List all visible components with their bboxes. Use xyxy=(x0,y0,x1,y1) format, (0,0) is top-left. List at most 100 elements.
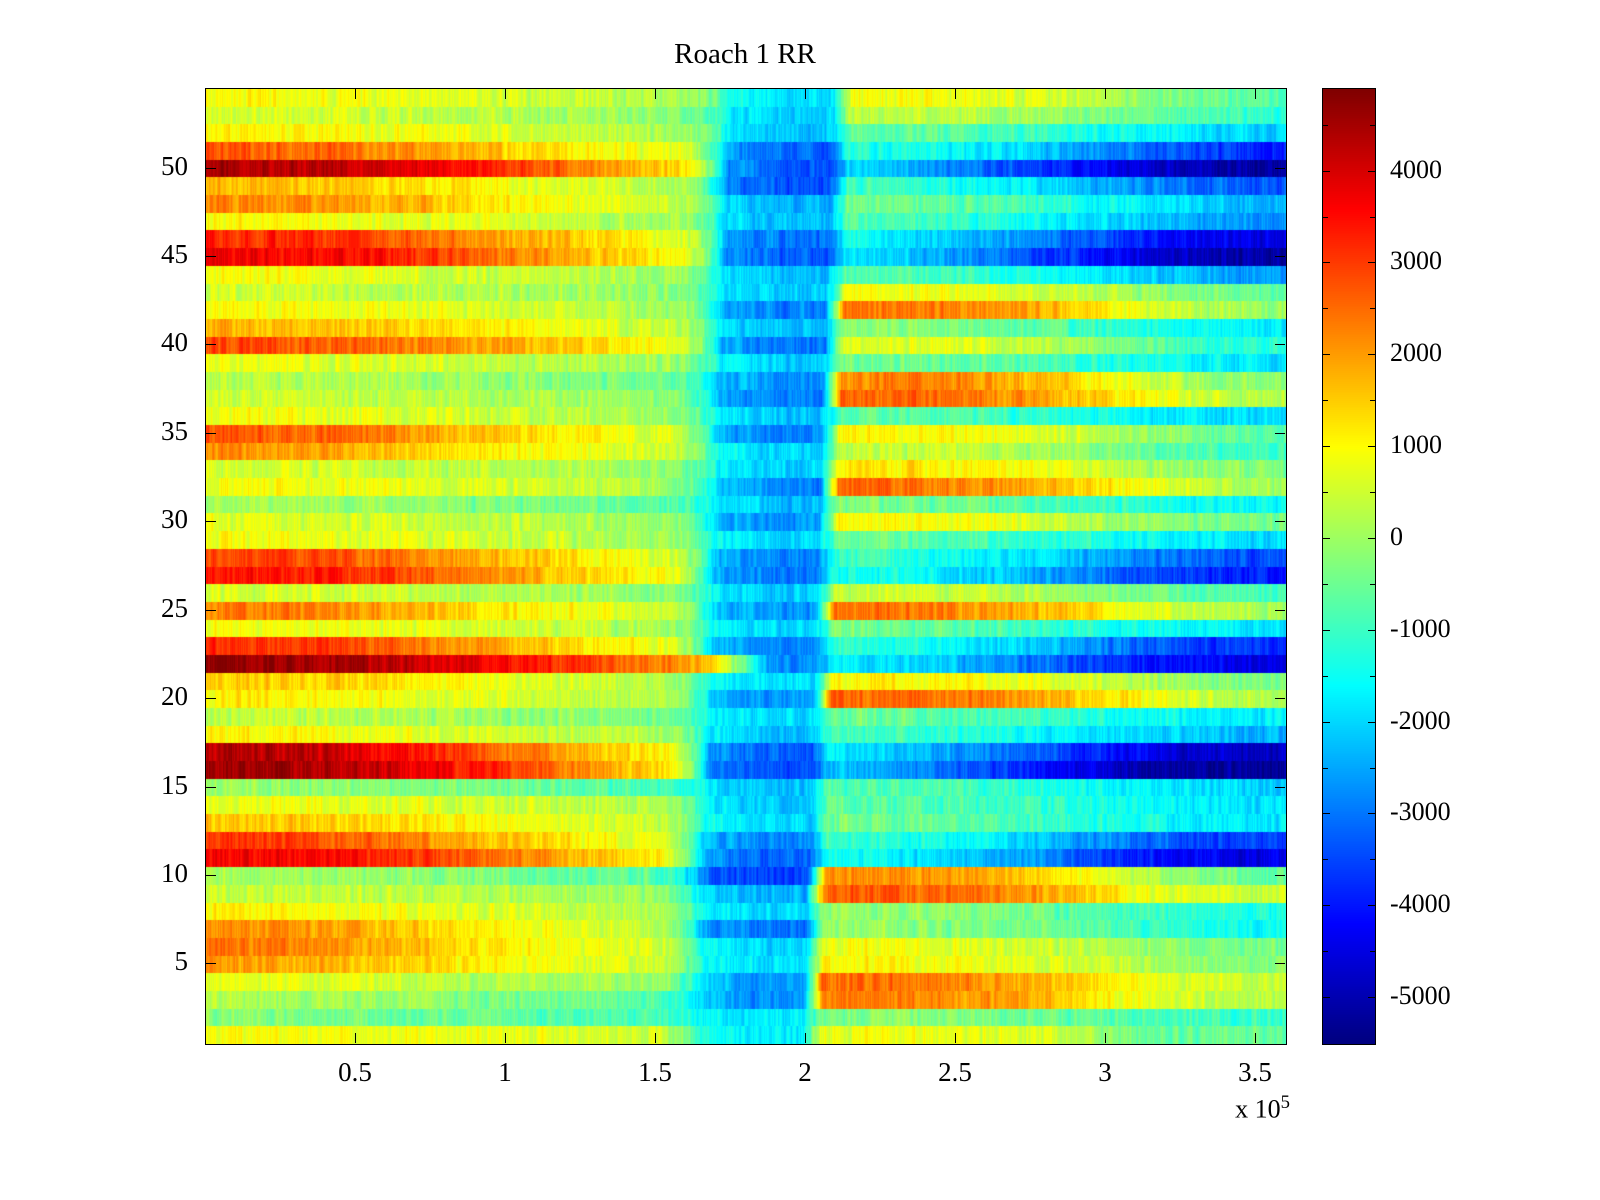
tick-mark xyxy=(1275,168,1285,169)
tick-mark xyxy=(1370,400,1375,401)
colorbar-canvas xyxy=(1323,89,1375,1044)
tick-mark xyxy=(206,168,216,169)
y-tick-label: 15 xyxy=(161,770,188,800)
colorbar-tick-label: -5000 xyxy=(1390,981,1451,1010)
tick-mark xyxy=(1275,698,1285,699)
tick-mark xyxy=(1275,433,1285,434)
tick-mark xyxy=(1368,354,1375,355)
tick-mark xyxy=(1368,446,1375,447)
x-axis-exponent-value: 5 xyxy=(1280,1092,1290,1113)
heatmap-plot-area xyxy=(205,88,1287,1045)
tick-mark xyxy=(1323,630,1330,631)
tick-mark xyxy=(355,1033,356,1043)
x-tick-label: 0.5 xyxy=(338,1057,372,1087)
x-tick-label: 3 xyxy=(1098,1057,1112,1087)
colorbar xyxy=(1322,88,1376,1045)
tick-mark xyxy=(1323,125,1328,126)
y-tick-label: 20 xyxy=(161,681,188,711)
y-tick-label: 25 xyxy=(161,593,188,623)
tick-mark xyxy=(1368,262,1375,263)
tick-mark xyxy=(1370,125,1375,126)
tick-mark xyxy=(1368,813,1375,814)
colorbar-tick-label: -4000 xyxy=(1390,889,1451,918)
tick-mark xyxy=(1370,308,1375,309)
x-tick-label: 1 xyxy=(498,1057,512,1087)
tick-mark xyxy=(1255,1033,1256,1043)
y-tick-label: 30 xyxy=(161,504,188,534)
tick-mark xyxy=(1323,308,1328,309)
tick-mark xyxy=(1275,521,1285,522)
tick-mark xyxy=(1323,905,1330,906)
tick-mark xyxy=(955,89,956,99)
tick-mark xyxy=(1323,722,1330,723)
tick-mark xyxy=(1368,905,1375,906)
tick-mark xyxy=(1275,875,1285,876)
y-tick-label: 10 xyxy=(161,858,188,888)
tick-mark xyxy=(206,433,216,434)
x-tick-label: 1.5 xyxy=(638,1057,672,1087)
tick-mark xyxy=(955,1033,956,1043)
x-tick-label: 2.5 xyxy=(938,1057,972,1087)
tick-mark xyxy=(1368,722,1375,723)
tick-mark xyxy=(1105,89,1106,99)
tick-mark xyxy=(1323,676,1328,677)
tick-mark xyxy=(1275,344,1285,345)
tick-mark xyxy=(1368,997,1375,998)
tick-mark xyxy=(1275,787,1285,788)
tick-mark xyxy=(206,610,216,611)
tick-mark xyxy=(505,1033,506,1043)
tick-mark xyxy=(1323,997,1330,998)
tick-mark xyxy=(805,1033,806,1043)
tick-mark xyxy=(1370,492,1375,493)
colorbar-tick-label: -3000 xyxy=(1390,797,1451,826)
colorbar-tick-label: -2000 xyxy=(1390,706,1451,735)
tick-mark xyxy=(505,89,506,99)
colorbar-tick-label: 2000 xyxy=(1390,338,1442,367)
tick-mark xyxy=(1323,262,1330,263)
tick-mark xyxy=(1370,217,1375,218)
tick-mark xyxy=(1368,538,1375,539)
tick-mark xyxy=(1368,630,1375,631)
tick-mark xyxy=(1370,584,1375,585)
tick-mark xyxy=(1323,217,1328,218)
y-tick-label: 5 xyxy=(174,946,189,976)
tick-mark xyxy=(1323,538,1330,539)
x-axis-exponent-label: x 105 xyxy=(1140,1092,1290,1125)
tick-mark xyxy=(206,787,216,788)
tick-mark xyxy=(1105,1033,1106,1043)
chart-title: Roach 1 RR xyxy=(674,38,816,70)
tick-mark xyxy=(1370,951,1375,952)
tick-mark xyxy=(1323,354,1330,355)
tick-mark xyxy=(206,963,216,964)
tick-mark xyxy=(1323,446,1330,447)
x-tick-label: 3.5 xyxy=(1238,1057,1272,1087)
tick-mark xyxy=(1323,951,1328,952)
tick-mark xyxy=(1323,492,1328,493)
tick-mark xyxy=(206,256,216,257)
y-tick-label: 40 xyxy=(161,327,188,357)
colorbar-tick-label: 1000 xyxy=(1390,430,1442,459)
tick-mark xyxy=(1275,610,1285,611)
tick-mark xyxy=(805,89,806,99)
tick-mark xyxy=(206,698,216,699)
colorbar-tick-label: 3000 xyxy=(1390,246,1442,275)
tick-mark xyxy=(1323,813,1330,814)
tick-mark xyxy=(1275,256,1285,257)
tick-mark xyxy=(1370,859,1375,860)
colorbar-tick-label: 4000 xyxy=(1390,155,1442,184)
colorbar-tick-label: -1000 xyxy=(1390,614,1451,643)
colorbar-tick-label: 0 xyxy=(1390,522,1403,551)
tick-mark xyxy=(655,1033,656,1043)
tick-mark xyxy=(655,89,656,99)
tick-mark xyxy=(1370,768,1375,769)
x-tick-label: 2 xyxy=(798,1057,812,1087)
tick-mark xyxy=(1323,768,1328,769)
heatmap-canvas xyxy=(206,89,1286,1044)
tick-mark xyxy=(206,521,216,522)
y-tick-label: 45 xyxy=(161,239,188,269)
x-axis-exponent-prefix: x 10 xyxy=(1235,1094,1281,1124)
tick-mark xyxy=(1370,676,1375,677)
tick-mark xyxy=(1323,400,1328,401)
tick-mark xyxy=(1255,89,1256,99)
tick-mark xyxy=(206,875,216,876)
